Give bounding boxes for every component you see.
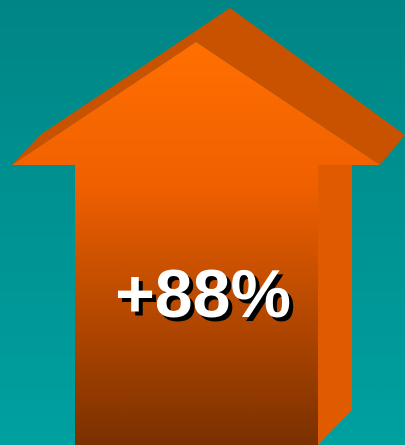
arrow-head-bevel xyxy=(12,8,405,165)
arrow-shaft-side xyxy=(318,165,352,445)
label: +88% xyxy=(115,256,291,332)
label-shadow: +88% xyxy=(119,260,295,336)
arrow-front xyxy=(12,42,380,445)
